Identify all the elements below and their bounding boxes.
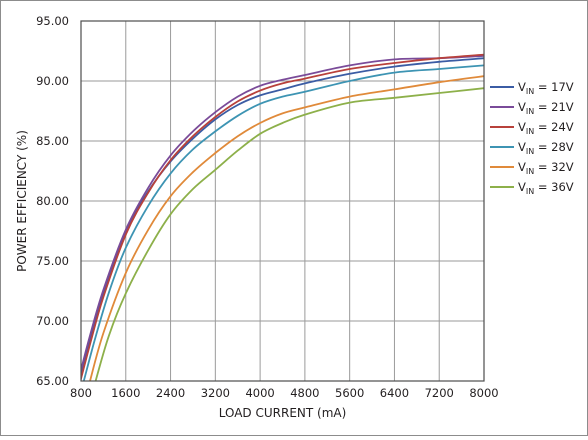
legend-label: VIN = 32V [518, 160, 574, 176]
legend-label: VIN = 17V [518, 80, 574, 96]
x-tick-label: 1600 [111, 386, 140, 400]
series-line [94, 87, 484, 381]
y-tick-label: 70.00 [36, 314, 69, 328]
legend-label: VIN = 21V [518, 100, 574, 116]
y-axis-label: POWER EFFICIENCY (%) [15, 130, 29, 272]
legend-label: VIN = 24V [518, 120, 574, 136]
series-line [81, 54, 484, 374]
x-tick-label: 4000 [245, 386, 274, 400]
y-tick-label: 65.00 [36, 374, 69, 388]
x-tick-label: 5600 [335, 386, 364, 400]
legend: VIN = 17V VIN = 21V VIN = 24V VIN = 28V VIN … [490, 80, 574, 196]
axes: 800 1600 2400 3200 4000 4800 5600 6400 7200 8000 6… [36, 14, 499, 400]
y-tick-label: 85.00 [36, 134, 69, 148]
plot-frame [80, 20, 485, 382]
series-line [89, 75, 484, 381]
x-tick-label: 2400 [156, 386, 185, 400]
series-lines [81, 53, 484, 381]
x-tick-label: 7200 [425, 386, 454, 400]
x-tick-label: 8000 [469, 386, 498, 400]
x-tick-label: 800 [70, 386, 92, 400]
x-tick-label: 4800 [290, 386, 319, 400]
y-tick-label: 75.00 [36, 254, 69, 268]
x-tick-label: 3200 [201, 386, 230, 400]
legend-label: VIN = 36V [518, 180, 574, 196]
y-tick-label: 90.00 [36, 74, 69, 88]
series-line [82, 64, 484, 381]
x-axis-label: LOAD CURRENT (mA) [219, 406, 347, 420]
legend-label: VIN = 28V [518, 140, 574, 156]
y-tick-label: 80.00 [36, 194, 69, 208]
series-line [81, 53, 484, 381]
y-tick-label: 95.00 [36, 14, 69, 28]
x-tick-label: 6400 [380, 386, 409, 400]
